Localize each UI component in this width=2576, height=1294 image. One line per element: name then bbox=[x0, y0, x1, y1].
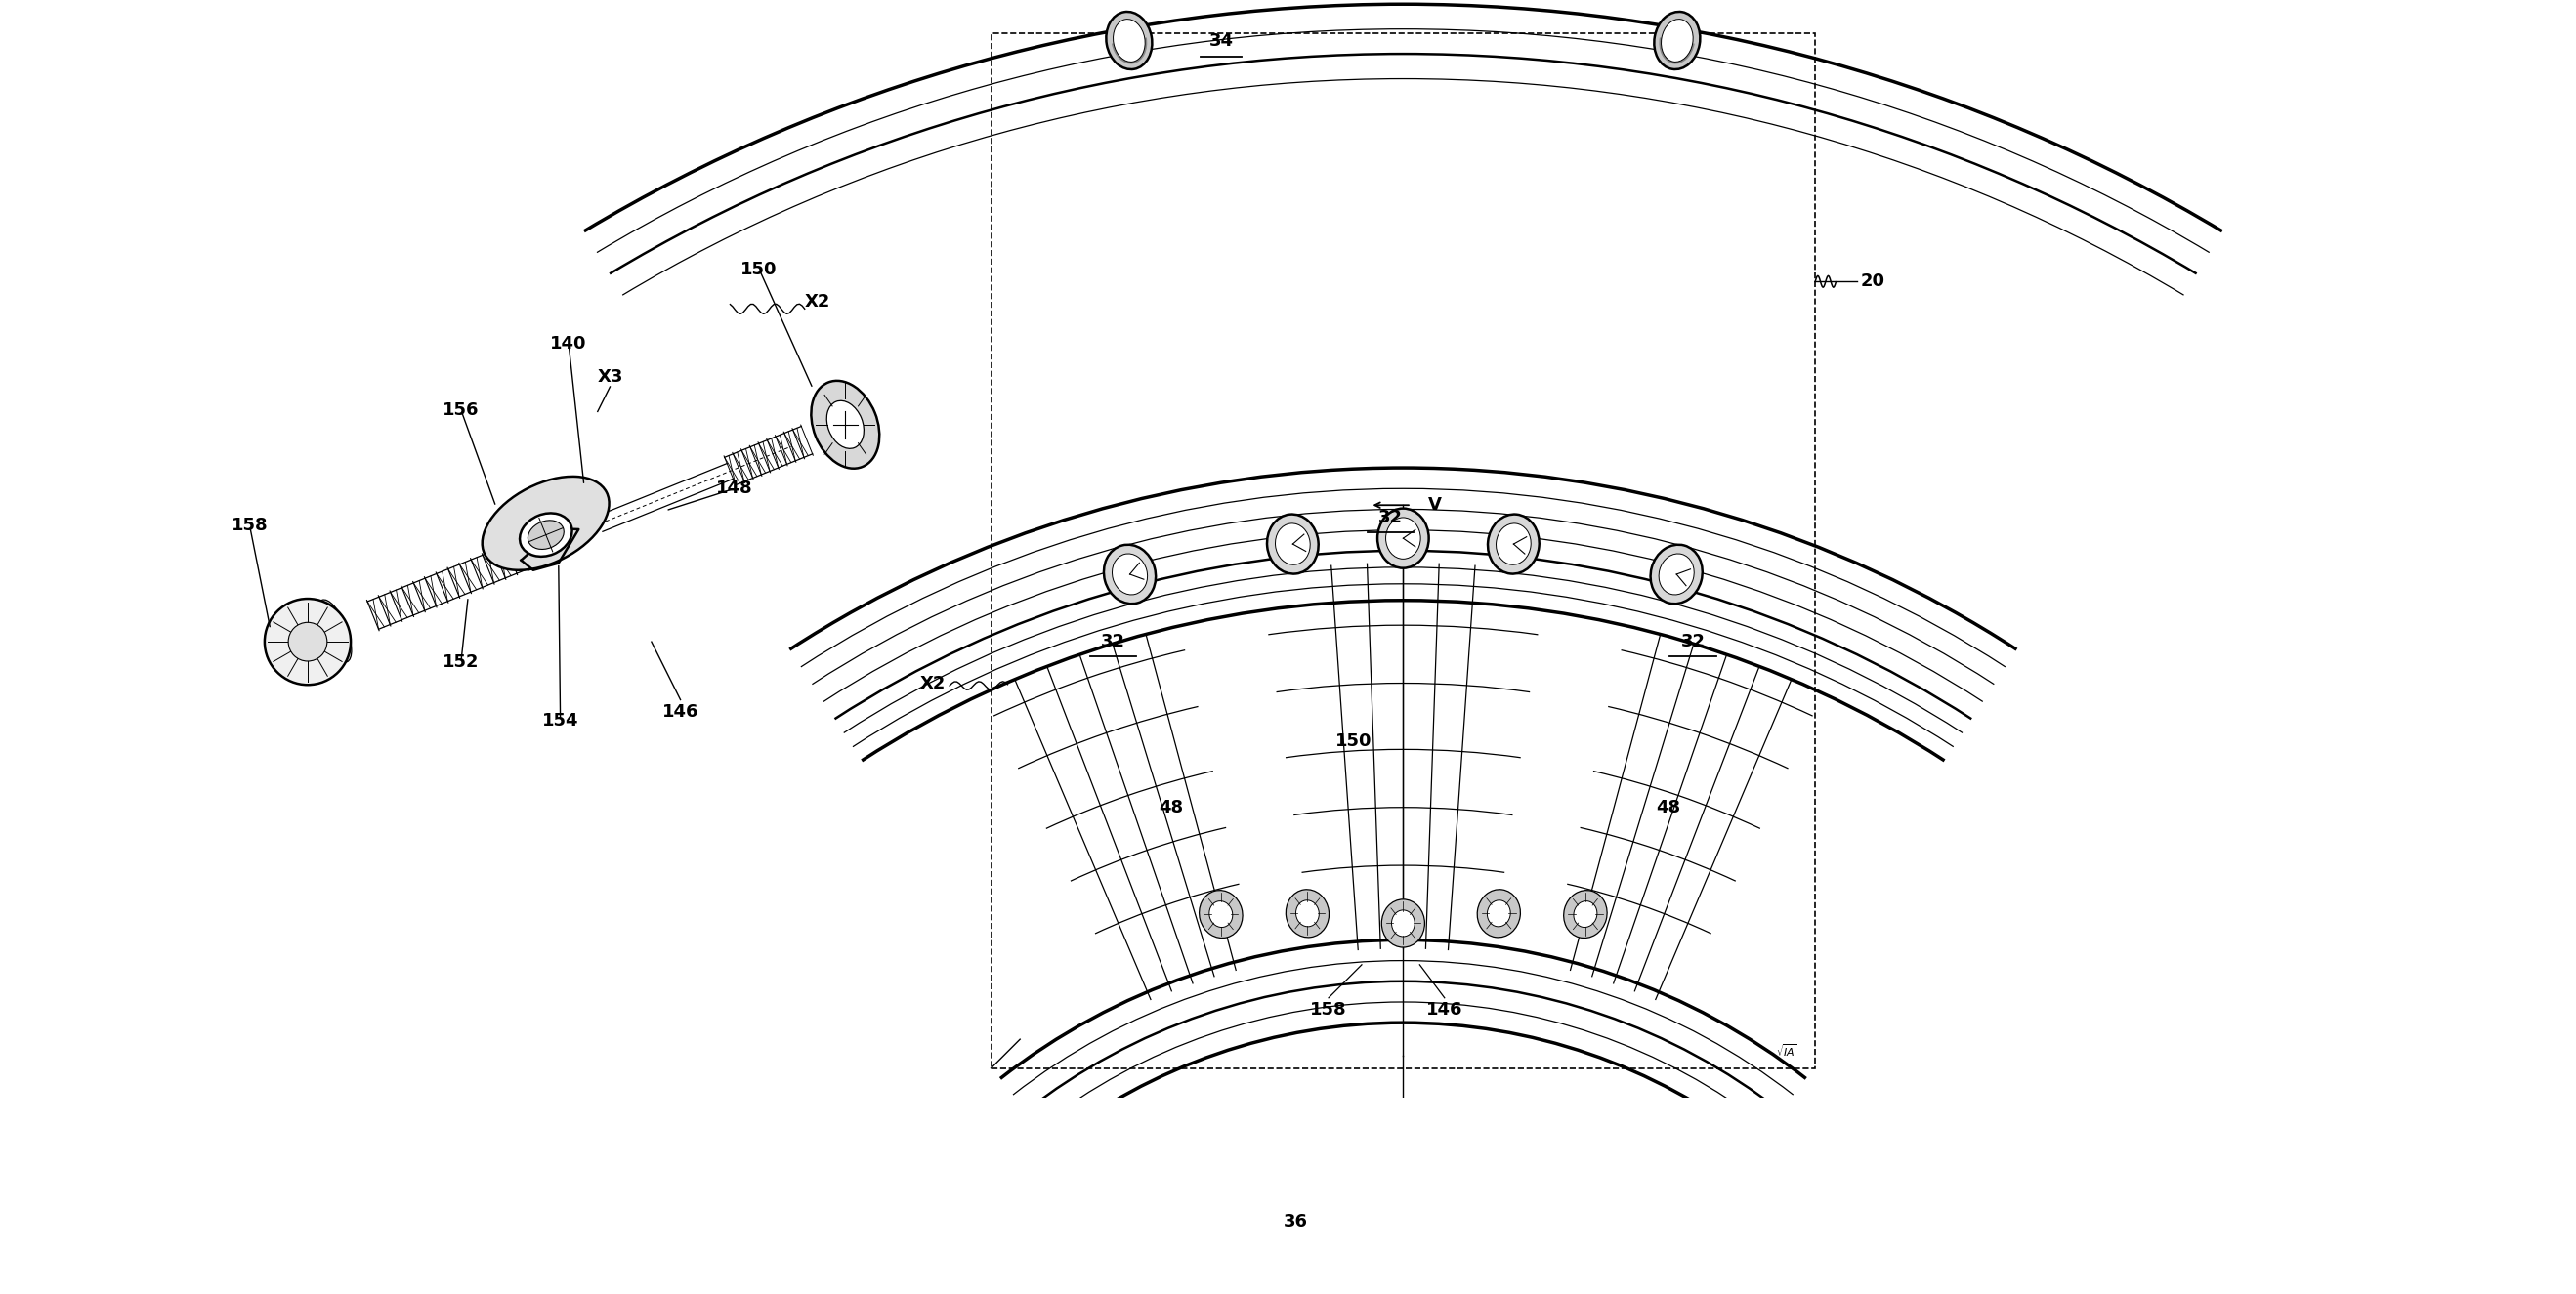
Ellipse shape bbox=[1654, 12, 1700, 70]
Ellipse shape bbox=[528, 520, 564, 549]
Text: 158: 158 bbox=[232, 518, 268, 534]
Text: 150: 150 bbox=[742, 260, 778, 278]
Ellipse shape bbox=[1386, 518, 1419, 559]
Text: 36: 36 bbox=[1283, 1212, 1309, 1231]
Text: 146: 146 bbox=[1427, 1002, 1463, 1020]
Text: 146: 146 bbox=[662, 704, 698, 721]
Ellipse shape bbox=[1296, 901, 1319, 927]
Text: 152: 152 bbox=[443, 653, 479, 672]
Ellipse shape bbox=[1200, 890, 1242, 938]
Text: 20: 20 bbox=[1860, 273, 1886, 290]
Text: 34: 34 bbox=[1208, 32, 1234, 50]
Ellipse shape bbox=[520, 514, 572, 556]
Ellipse shape bbox=[1285, 889, 1329, 937]
Ellipse shape bbox=[811, 380, 878, 468]
Ellipse shape bbox=[317, 599, 350, 663]
Ellipse shape bbox=[1574, 901, 1597, 928]
Text: 158: 158 bbox=[1311, 1002, 1347, 1020]
Text: X2: X2 bbox=[804, 294, 829, 311]
Text: 32: 32 bbox=[1378, 509, 1404, 527]
Text: 32: 32 bbox=[1680, 633, 1705, 651]
Ellipse shape bbox=[1378, 509, 1430, 568]
Text: 150: 150 bbox=[1334, 732, 1373, 751]
Ellipse shape bbox=[1476, 889, 1520, 937]
Ellipse shape bbox=[1105, 12, 1151, 70]
Ellipse shape bbox=[1113, 19, 1146, 62]
Ellipse shape bbox=[1662, 19, 1692, 62]
Ellipse shape bbox=[1486, 901, 1510, 927]
Ellipse shape bbox=[1497, 523, 1530, 564]
Ellipse shape bbox=[827, 401, 863, 449]
Text: V: V bbox=[1427, 497, 1443, 514]
Text: 32: 32 bbox=[1100, 633, 1126, 651]
Bar bbox=[992, 34, 1816, 1069]
Text: 154: 154 bbox=[541, 712, 580, 730]
Text: 148: 148 bbox=[716, 480, 752, 497]
Ellipse shape bbox=[482, 476, 608, 571]
Ellipse shape bbox=[1381, 899, 1425, 947]
Text: 48: 48 bbox=[1656, 798, 1680, 817]
Text: X3: X3 bbox=[598, 367, 623, 386]
Ellipse shape bbox=[1208, 901, 1234, 928]
Text: 156: 156 bbox=[443, 401, 479, 419]
Text: $\sqrt{IA}$: $\sqrt{IA}$ bbox=[1775, 1042, 1798, 1058]
Ellipse shape bbox=[1105, 545, 1157, 604]
Ellipse shape bbox=[1651, 545, 1703, 604]
Ellipse shape bbox=[1113, 554, 1146, 595]
Ellipse shape bbox=[1275, 523, 1311, 564]
Ellipse shape bbox=[1489, 514, 1540, 573]
Text: X2: X2 bbox=[920, 674, 945, 692]
Ellipse shape bbox=[1267, 514, 1319, 573]
Text: 48: 48 bbox=[1159, 798, 1182, 817]
Circle shape bbox=[265, 599, 350, 685]
Ellipse shape bbox=[1391, 910, 1414, 937]
Text: 140: 140 bbox=[551, 335, 587, 352]
Circle shape bbox=[289, 622, 327, 661]
Ellipse shape bbox=[1659, 554, 1695, 595]
Ellipse shape bbox=[1564, 890, 1607, 938]
